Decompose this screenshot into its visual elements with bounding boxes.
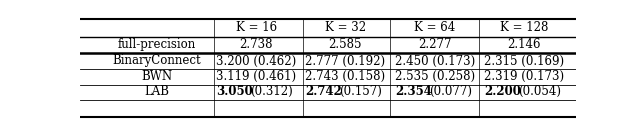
Text: 3.200 (0.462): 3.200 (0.462) bbox=[216, 54, 296, 67]
Text: 2.743 (0.158): 2.743 (0.158) bbox=[305, 70, 385, 83]
Text: K = 128: K = 128 bbox=[500, 21, 548, 34]
Text: full-precision: full-precision bbox=[118, 38, 196, 51]
Text: 2.535 (0.258): 2.535 (0.258) bbox=[395, 70, 475, 83]
Text: 2.450 (0.173): 2.450 (0.173) bbox=[394, 54, 475, 67]
Text: BinaryConnect: BinaryConnect bbox=[113, 54, 201, 67]
Text: 2.277: 2.277 bbox=[418, 38, 451, 51]
Text: 2.319 (0.173): 2.319 (0.173) bbox=[484, 70, 564, 83]
Text: 3.050: 3.050 bbox=[216, 85, 253, 98]
Text: (0.312): (0.312) bbox=[250, 85, 293, 98]
Text: 2.146: 2.146 bbox=[507, 38, 541, 51]
Text: (0.077): (0.077) bbox=[429, 85, 472, 98]
Text: 3.119 (0.461): 3.119 (0.461) bbox=[216, 70, 296, 83]
Text: 2.354: 2.354 bbox=[395, 85, 432, 98]
Text: (0.157): (0.157) bbox=[339, 85, 382, 98]
Text: 2.315 (0.169): 2.315 (0.169) bbox=[484, 54, 564, 67]
Text: BWN: BWN bbox=[141, 70, 172, 83]
Text: K = 64: K = 64 bbox=[414, 21, 455, 34]
Text: 2.585: 2.585 bbox=[328, 38, 362, 51]
Text: LAB: LAB bbox=[145, 85, 170, 98]
Text: 2.200: 2.200 bbox=[484, 85, 521, 98]
Text: 2.742: 2.742 bbox=[306, 85, 342, 98]
Text: 2.777 (0.192): 2.777 (0.192) bbox=[305, 54, 385, 67]
Text: (0.054): (0.054) bbox=[518, 85, 561, 98]
Text: K = 32: K = 32 bbox=[324, 21, 366, 34]
Text: 2.738: 2.738 bbox=[239, 38, 273, 51]
Text: K = 16: K = 16 bbox=[236, 21, 276, 34]
